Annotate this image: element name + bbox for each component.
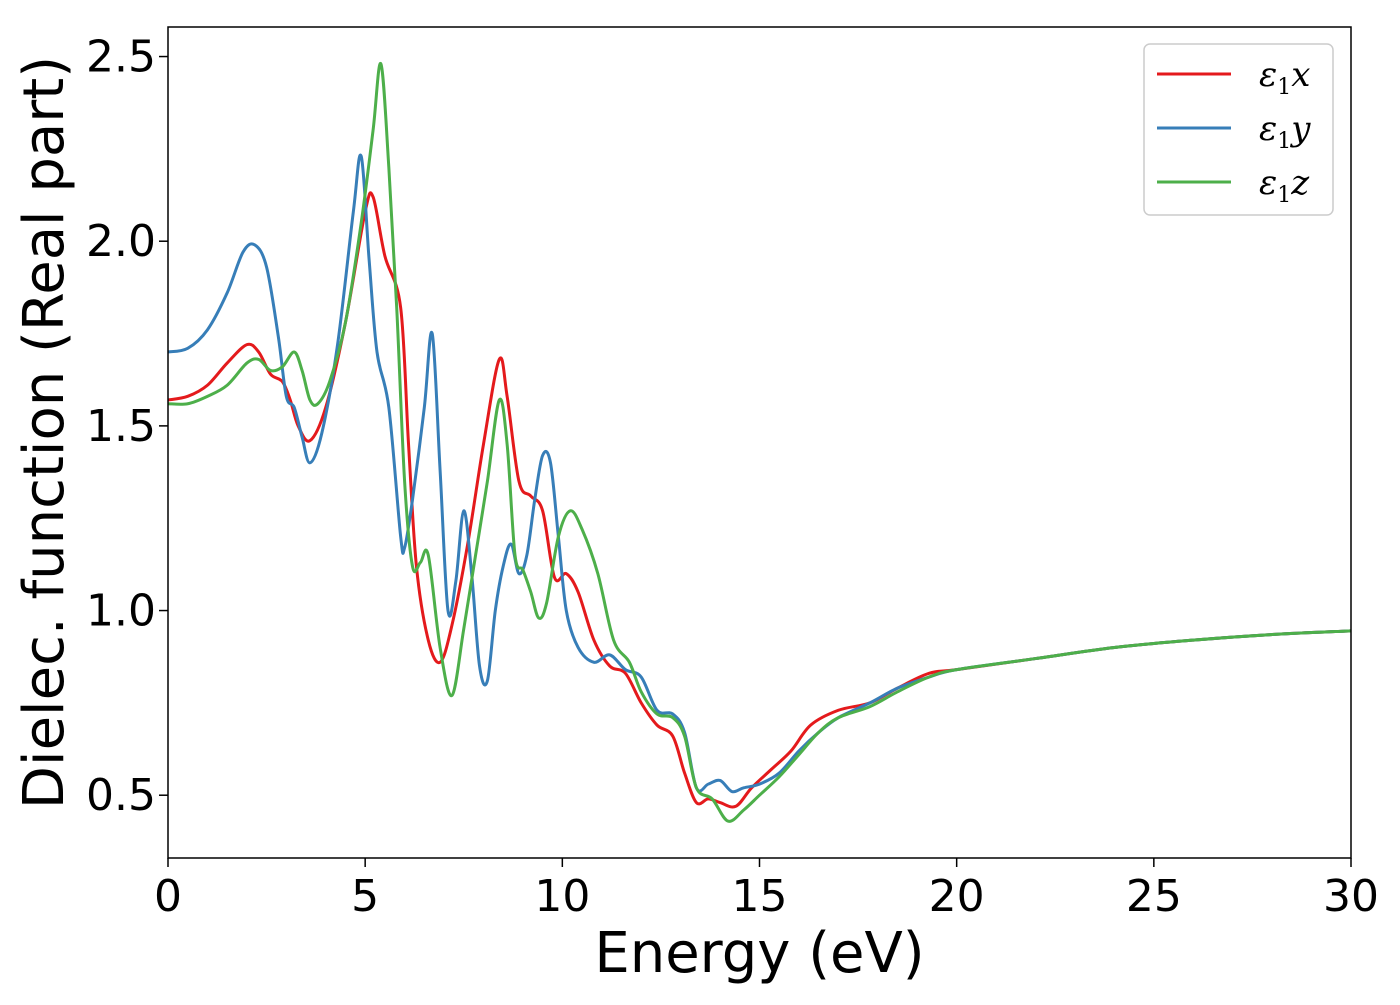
x-tick-label: 0 [154, 871, 182, 922]
y-tick-label: 0.5 [86, 770, 156, 821]
x-axis-ticks: 0 5 10 15 20 25 30 [154, 858, 1379, 922]
x-axis-title: Energy (eV) [594, 921, 924, 986]
series-line-y [168, 153, 1351, 794]
series-line-z [168, 62, 1351, 823]
x-tick-label: 20 [929, 871, 985, 922]
x-tick-label: 10 [534, 871, 590, 922]
legend-label: ε1z [1259, 163, 1310, 208]
x-tick-label: 25 [1126, 871, 1182, 922]
legend-label: ε1y [1259, 109, 1311, 154]
legend-item-y: ε1y [1157, 109, 1311, 154]
x-tick-label: 30 [1323, 871, 1379, 922]
legend-item-x: ε1x [1157, 55, 1310, 100]
y-tick-label: 2.5 [86, 32, 156, 83]
legend-label: ε1x [1259, 55, 1310, 100]
y-tick-label: 2.0 [86, 216, 156, 267]
y-axis-ticks: 0.5 1.0 1.5 2.0 2.5 [86, 32, 168, 821]
series-line-x [168, 191, 1351, 809]
legend: ε1x ε1y ε1z [1143, 43, 1334, 216]
legend-item-z: ε1z [1157, 163, 1310, 208]
x-tick-label: 15 [732, 871, 788, 922]
legend-box [1143, 43, 1334, 216]
y-tick-label: 1.5 [86, 401, 156, 452]
x-tick-label: 5 [351, 871, 379, 922]
y-axis-title: Dielec. function (Real part) [12, 56, 77, 809]
y-tick-label: 1.0 [86, 586, 156, 637]
series-lines [168, 62, 1351, 823]
